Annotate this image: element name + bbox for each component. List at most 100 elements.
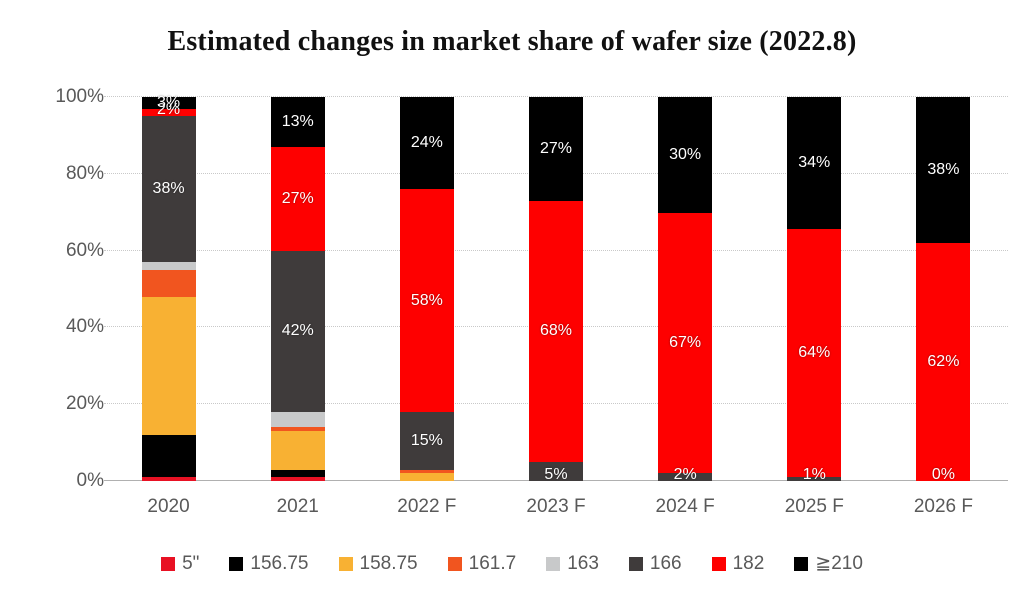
y-axis-tick-label: 60% — [65, 239, 104, 261]
legend-swatch-icon — [711, 556, 726, 571]
bar-segment-210: 27% — [528, 97, 583, 201]
x-axis: 2020 2021 2022 F 2023 F 2024 F 2025 F 2026 F — [104, 496, 1008, 518]
stacked-bar: 2% 67% 30% — [658, 97, 713, 483]
bar-segment-182: 58% — [399, 189, 454, 412]
bar-segment-label: 58% — [410, 291, 443, 309]
bar-segment-label: 15% — [410, 431, 443, 449]
legend-label: 5" — [182, 552, 200, 574]
bar-column-2021: 42% 27% 13% — [233, 97, 362, 481]
y-axis-tick-label: 100% — [55, 86, 104, 107]
y-axis-tick-label: 80% — [65, 162, 104, 184]
stacked-bar: 1% 64% 34% — [787, 97, 842, 483]
bar-segment-label: 3% — [157, 93, 181, 111]
legend-item-182: 182 — [711, 552, 765, 575]
x-axis-label-2023-f: 2023 F — [526, 496, 586, 517]
bar-column-2022-f: 15% 58% 24% — [362, 97, 491, 481]
bar-segment-label: 0% — [931, 466, 955, 483]
bar-segment-158.75 — [141, 296, 196, 435]
bar-segment-label: 1% — [802, 466, 826, 483]
legend-item-163: 163 — [546, 553, 599, 575]
gridline-100 — [104, 96, 1008, 97]
legend-item-161.7: 161.7 — [447, 552, 517, 575]
bar-segment-label: 38% — [927, 160, 960, 178]
x-axis-label-2026-f: 2026 F — [913, 496, 973, 517]
bar-column-2020: 38% 2% 3% — [104, 93, 233, 481]
plot-area: 0% 20% 40% 60% 80% 100% 38% 2% 3% 42% 27% 13% 15% 58%… — [55, 86, 1008, 491]
bar-column-2025-f: 1% 64% 34% — [750, 97, 879, 483]
legend-swatch-icon — [447, 556, 462, 571]
bar-column-2023-f: 5% 68% 27% — [491, 97, 620, 483]
stacked-bar: 38% 2% 3% — [141, 93, 196, 481]
legend-item-158.75: 158.75 — [338, 552, 418, 575]
y-axis-tick-label: 0% — [76, 470, 104, 491]
stacked-bar: 5% 68% 27% — [528, 97, 583, 483]
bar-column-2024-f: 2% 67% 30% — [621, 97, 750, 483]
bar-segment-166: 1% — [787, 466, 842, 483]
legend: 5" 156.75 158.75 161.7 163 166 182 ≧210 — [0, 552, 1024, 575]
x-axis-label-2022-f: 2022 F — [397, 496, 457, 517]
bar-segment-161.7 — [270, 427, 325, 432]
bar-segment-label: 68% — [539, 322, 572, 340]
bar-segment-label: 13% — [281, 113, 314, 131]
bar-segment-161.7 — [141, 269, 196, 297]
y-axis-tick-label: 40% — [65, 316, 104, 338]
bar-segment-163 — [141, 262, 196, 270]
bar-segment-210: 30% — [658, 97, 713, 214]
bar-segment-label: 67% — [669, 334, 702, 352]
bar-segment-5 — [141, 477, 196, 481]
x-axis-label-2021: 2021 — [276, 496, 319, 517]
legend-item-156.75: 156.75 — [229, 552, 309, 575]
bar-segment-label: 27% — [281, 189, 314, 207]
legend-label: 182 — [732, 552, 765, 574]
bar-segment-158.75 — [270, 431, 325, 470]
bar-segment-label: 27% — [539, 139, 572, 157]
y-axis-tick-label: 20% — [65, 393, 104, 415]
bar-segment-210: 34% — [787, 97, 842, 229]
bar-segment-166: 5% — [528, 461, 583, 483]
legend-item-210: ≧210 — [794, 552, 863, 575]
bar-segment-182: 2% — [141, 101, 196, 118]
bar-segment-5 — [270, 477, 325, 481]
bar-segment-210: 24% — [399, 97, 454, 190]
bar-segment-label: 42% — [281, 322, 314, 340]
bar-segment-163 — [270, 411, 325, 428]
bar-segment-label: 62% — [927, 352, 960, 370]
bar-segment-label: 2% — [157, 101, 181, 119]
legend-swatch-icon — [628, 556, 643, 571]
stacked-bar: 0% 62% 38% — [916, 97, 971, 483]
bar-segment-210: 3% — [141, 93, 196, 111]
x-axis-label-2024-f: 2024 F — [655, 496, 715, 517]
bar-segment-166: 42% — [270, 250, 325, 412]
bar-segment-161.7 — [399, 469, 454, 474]
bar-segment-182: 27% — [270, 146, 325, 251]
x-axis-label-2020: 2020 — [147, 496, 190, 517]
bar-segment-166: 2% — [658, 466, 713, 483]
legend-swatch-icon — [794, 556, 809, 571]
chart-title: Estimated changes in market share of waf… — [167, 26, 857, 57]
stacked-bar: 42% 27% 13% — [270, 97, 325, 481]
legend-label: 158.75 — [359, 552, 418, 574]
legend-item-166: 166 — [628, 553, 682, 575]
legend-swatch-icon — [229, 556, 244, 571]
legend-label: 156.75 — [250, 552, 309, 574]
bar-segment-182: 64% — [787, 228, 842, 478]
legend-label: ≧210 — [815, 553, 863, 574]
legend-swatch-icon — [546, 556, 561, 571]
bar-segment-182: 62% — [916, 242, 971, 481]
bar-segment-label: 38% — [152, 180, 185, 198]
bar-segment-156.75 — [270, 469, 325, 478]
legend-item-5: 5" — [161, 553, 199, 575]
bar-segment-166: 38% — [141, 116, 196, 263]
legend-label: 161.7 — [468, 552, 517, 574]
bar-segment-label: 5% — [544, 466, 568, 483]
bar-segment-182: 68% — [528, 200, 583, 462]
bar-segment-label: 2% — [673, 466, 697, 483]
bar-segment-label: 24% — [410, 134, 443, 152]
stacked-bar: 15% 58% 24% — [399, 97, 454, 481]
bar-segment-158.75 — [399, 473, 454, 481]
legend-swatch-icon — [161, 556, 176, 571]
legend-swatch-icon — [338, 556, 353, 571]
x-axis-label-2025-f: 2025 F — [784, 496, 844, 517]
bar-segment-156.75 — [141, 434, 196, 478]
